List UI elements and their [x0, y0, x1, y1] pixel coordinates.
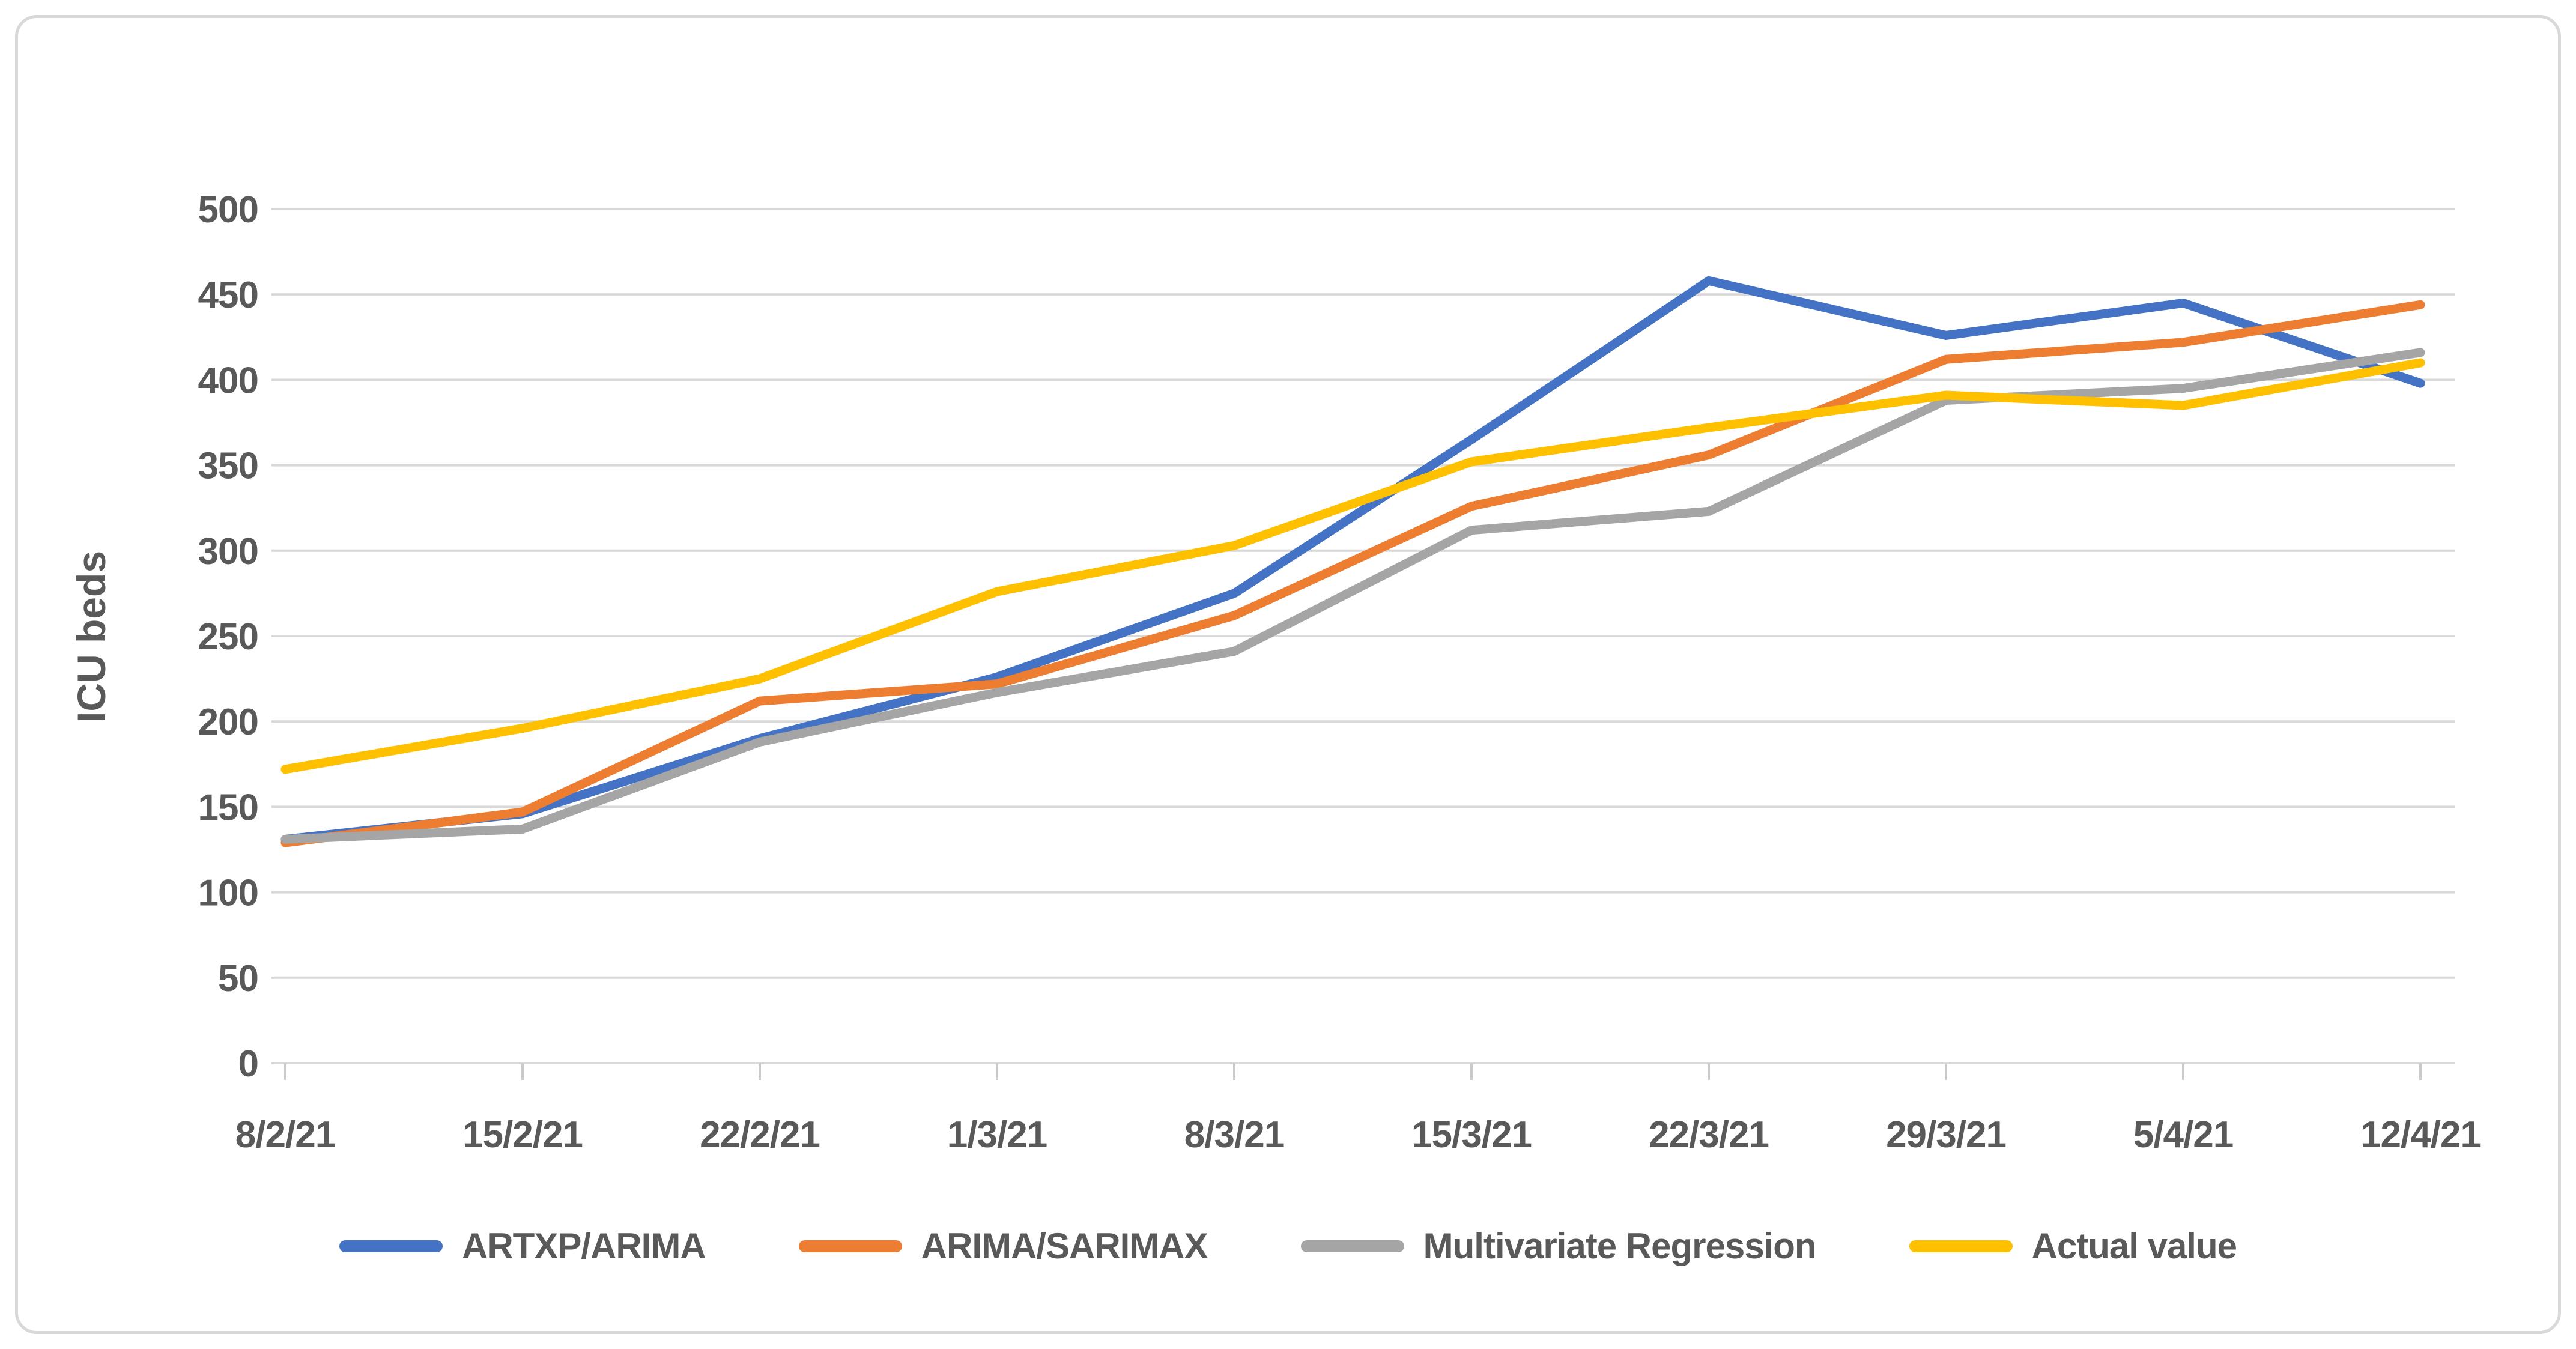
x-tick-label: 22/2/21 [700, 1114, 820, 1156]
legend-item-multivariate-regression: Multivariate Regression [1300, 1225, 1817, 1267]
y-tick-label: 0 [238, 1043, 258, 1085]
y-tick-label: 450 [198, 274, 258, 316]
legend-label: Actual value [2031, 1226, 2237, 1266]
series-line-arima-sarimax [280, 300, 2425, 847]
legend: ARTXP/ARIMA ARIMA/SARIMAX Multivariate Reg… [0, 1225, 2576, 1267]
x-tick-label: 15/3/21 [1411, 1114, 1532, 1156]
y-tick-label: 50 [218, 958, 258, 999]
legend-item-actual-value: Actual value [1909, 1225, 2237, 1267]
legend-marker-actual-value [1909, 1240, 2013, 1252]
x-tick-label: 22/3/21 [1649, 1114, 1769, 1156]
legend-marker-multivariate-regression [1300, 1240, 1404, 1252]
legend-label: ARTXP/ARIMA [461, 1226, 706, 1266]
x-tick-label: 12/4/21 [2360, 1114, 2481, 1156]
legend-marker-artxp-arima [339, 1240, 443, 1252]
x-tick-label: 1/3/21 [947, 1114, 1047, 1156]
legend-item-artxp-arima: ARTXP/ARIMA [339, 1225, 706, 1267]
x-axis-tick-labels: 8/2/21 15/2/21 22/2/21 1/3/21 8/3/21 15/3/21 2… [235, 1114, 2481, 1156]
series-lines [280, 276, 2425, 847]
x-tick-label: 15/2/21 [462, 1114, 583, 1156]
y-tick-label: 100 [198, 873, 258, 914]
y-axis-tick-labels: 0 50 100 150 200 250 300 350 400 450 500 [198, 189, 259, 1085]
y-axis-title: ICU beds [69, 551, 114, 723]
series-line-actual-value [280, 358, 2425, 774]
x-tick-label: 5/4/21 [2133, 1114, 2233, 1156]
x-axis-tick-marks [284, 1063, 2422, 1080]
y-tick-label: 200 [198, 702, 258, 743]
y-tick-label: 150 [198, 787, 258, 828]
x-tick-label: 8/3/21 [1184, 1114, 1284, 1156]
y-tick-label: 400 [198, 360, 258, 401]
legend-item-arima-sarimax: ARIMA/SARIMAX [798, 1225, 1208, 1267]
series-line-multivariate-regression [280, 348, 2425, 844]
y-tick-label: 250 [198, 616, 258, 658]
x-tick-label: 29/3/21 [1886, 1114, 2006, 1156]
y-tick-label: 500 [198, 189, 258, 231]
gridlines [271, 208, 2455, 1064]
x-tick-label: 8/2/21 [235, 1114, 335, 1156]
chart-frame [15, 15, 2561, 1334]
legend-marker-arima-sarimax [798, 1240, 902, 1252]
legend-label: ARIMA/SARIMAX [921, 1226, 1208, 1266]
legend-label: Multivariate Regression [1423, 1226, 1817, 1266]
y-tick-label: 350 [198, 446, 258, 487]
y-tick-label: 300 [198, 531, 258, 572]
series-line-artxp-arima [280, 276, 2425, 844]
